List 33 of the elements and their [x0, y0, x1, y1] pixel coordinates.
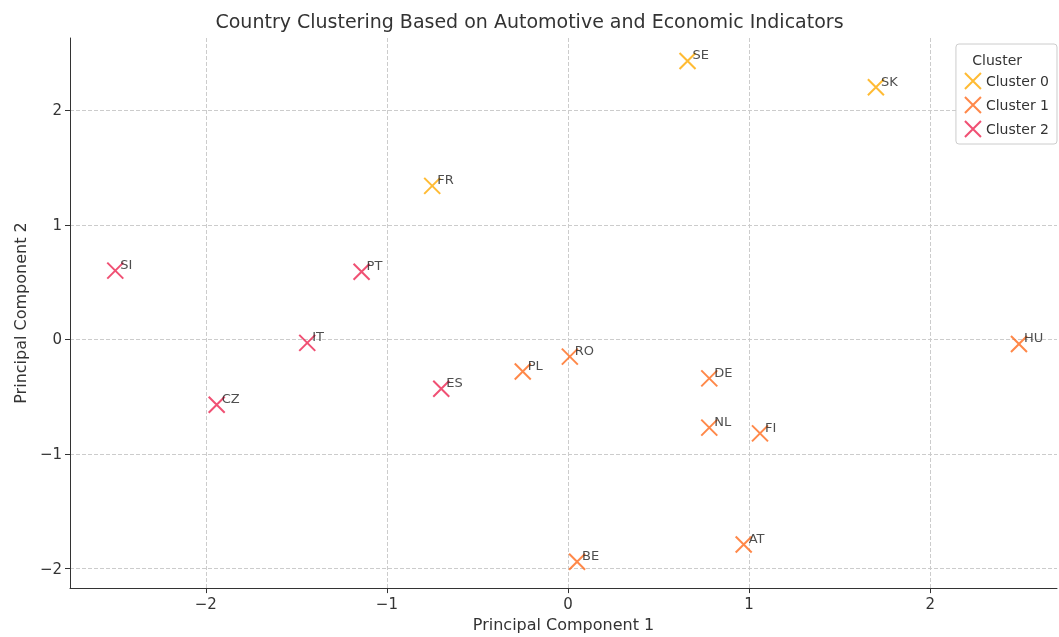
annotation: HU — [1023, 330, 1044, 346]
annotation: PL — [527, 358, 544, 373]
y-tick-label: −1 — [39, 445, 62, 464]
legend-label: Cluster 0 — [985, 73, 1050, 89]
x-tick-label: −1 — [375, 594, 398, 613]
annotation: NL — [714, 414, 733, 430]
annotation: FR — [437, 172, 454, 188]
x-axis-title: Principal Component 1 — [472, 614, 655, 634]
annotation: SE — [692, 47, 710, 63]
y-tick-label: 0 — [52, 330, 62, 349]
y-tick-label: −2 — [39, 559, 62, 578]
annotation: CZ — [221, 391, 240, 407]
legend-label: Cluster 1 — [985, 97, 1050, 113]
x-tick-label: −2 — [194, 594, 217, 613]
annotation: BE — [582, 548, 600, 564]
annotation: SK — [880, 73, 899, 89]
y-axis-title: Principal Component 2 — [10, 222, 30, 404]
annotation: DE — [714, 364, 733, 380]
annotation: PT — [366, 258, 383, 274]
x-tick-label: 1 — [744, 594, 754, 613]
x-tick-label: 0 — [563, 594, 573, 613]
legend-title: Cluster — [972, 52, 1023, 68]
annotation: RO — [574, 343, 595, 359]
x-tick-label: 2 — [925, 594, 935, 613]
annotation: AT — [748, 531, 765, 547]
y-tick-label: 2 — [52, 101, 62, 120]
y-tick-label: 1 — [52, 215, 62, 234]
legend-label: Cluster 2 — [985, 121, 1050, 137]
annotation: FI — [764, 419, 777, 435]
annotation: ES — [446, 375, 463, 391]
chart-title: Country Clustering Based on Automotive and Economic Indicators — [215, 9, 844, 32]
annotation: SI — [120, 257, 133, 273]
annotation: IT — [312, 329, 325, 345]
